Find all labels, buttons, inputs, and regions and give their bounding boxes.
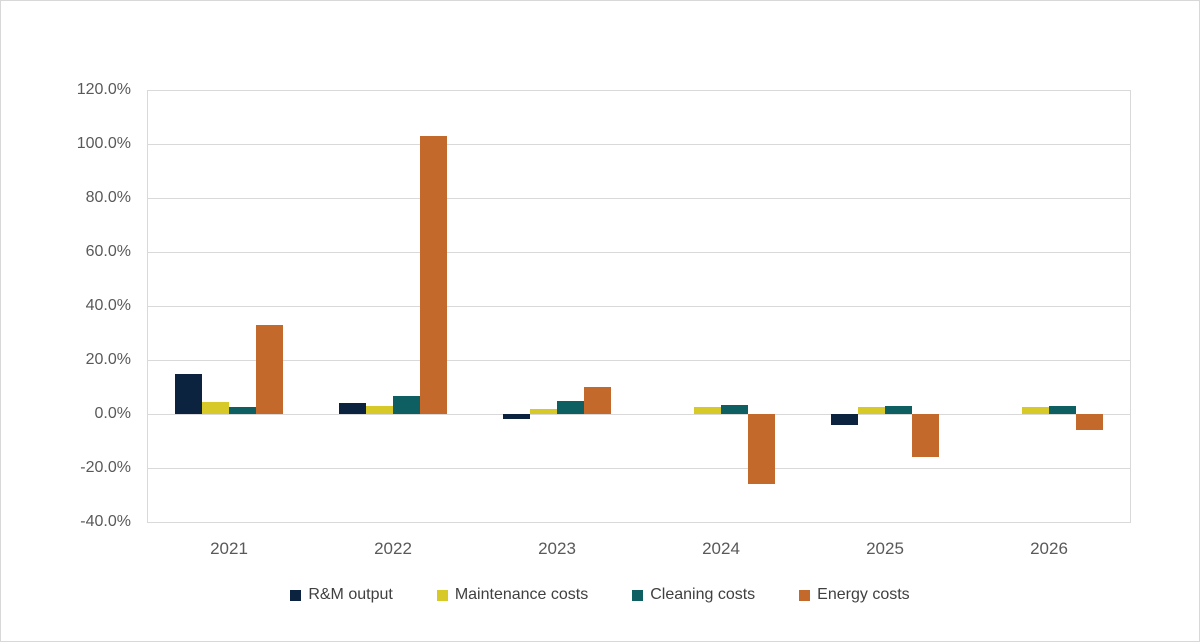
bar-energy-costs-2021: [256, 324, 283, 414]
y-axis: 120.0% 100.0% 80.0% 60.0% 40.0% 20.0% 0.0% -20.…: [1, 81, 131, 530]
gridline-120: [147, 89, 1131, 91]
gridline--20: [147, 467, 1131, 469]
gridline-60: [147, 251, 1131, 253]
bar-maintenance-costs-2023: [530, 408, 557, 414]
plot-area: [147, 89, 1131, 523]
gridline-0: [147, 413, 1131, 415]
bar-maintenance-costs-2024: [694, 407, 721, 414]
legend-label: R&M output: [308, 586, 393, 603]
x-tick-label-2023: 2023: [538, 539, 576, 558]
x-tick-label-2025: 2025: [866, 539, 904, 558]
legend-item-energy-costs: Energy costs: [799, 585, 910, 605]
bar-energy-costs-2022: [420, 135, 447, 414]
bar-cleaning-costs-2024: [721, 404, 748, 414]
bar-energy-costs-2023: [584, 387, 611, 414]
bar-cleaning-costs-2026: [1049, 405, 1076, 414]
y-tick-label-120: 120.0%: [76, 81, 131, 98]
bar-maintenance-costs-2026: [1022, 407, 1049, 414]
legend-swatch-icon: [632, 589, 644, 601]
bar-energy-costs-2026: [1076, 414, 1103, 431]
bar-energy-costs-2025: [912, 414, 939, 458]
gridline-100: [147, 143, 1131, 145]
bar-energy-costs-2024: [748, 414, 775, 485]
y-tick-label--20: -20.0%: [80, 459, 131, 476]
x-tick-label-2024: 2024: [702, 539, 740, 558]
bar-cleaning-costs-2023: [557, 400, 584, 414]
gridline-80: [147, 197, 1131, 199]
x-tick-label-2022: 2022: [374, 539, 412, 558]
bar-r-m-output-2021: [175, 373, 202, 414]
plot-border-right: [1130, 90, 1131, 522]
y-tick-label-20: 20.0%: [85, 351, 131, 368]
legend-label: Cleaning costs: [650, 586, 756, 603]
bar-cleaning-costs-2025: [885, 405, 912, 414]
legend-swatch-icon: [290, 589, 302, 601]
bar-r-m-output-2022: [339, 403, 366, 414]
bar-r-m-output-2023: [503, 414, 530, 420]
gridline-40: [147, 305, 1131, 307]
bar-cleaning-costs-2022: [393, 396, 420, 414]
bar-maintenance-costs-2022: [366, 405, 393, 414]
plot-border-left: [147, 90, 148, 522]
x-axis: 2021 2022 2023 2024 2025 2026: [147, 537, 1131, 561]
legend-item-cleaning-costs: Cleaning costs: [632, 585, 755, 605]
legend-swatch-icon: [799, 589, 811, 601]
legend: R&M output Maintenance costs Cleaning cost…: [1, 585, 1199, 605]
legend-item-maintenance-costs: Maintenance costs: [436, 585, 589, 605]
bar-cleaning-costs-2021: [229, 407, 256, 414]
y-tick-label-0: 0.0%: [94, 405, 131, 422]
y-tick-label-40: 40.0%: [85, 297, 131, 314]
legend-item-r-m-output: R&M output: [290, 585, 393, 605]
y-tick-label-60: 60.0%: [85, 243, 131, 260]
bar-r-m-output-2025: [831, 414, 858, 425]
x-tick-label-2021: 2021: [210, 539, 248, 558]
y-tick-label--40: -40.0%: [80, 513, 131, 530]
legend-label: Maintenance costs: [454, 586, 589, 603]
y-tick-label-80: 80.0%: [85, 189, 131, 206]
legend-swatch-icon: [436, 589, 448, 601]
gridline-20: [147, 359, 1131, 361]
y-tick-label-100: 100.0%: [76, 135, 131, 152]
legend-label: Energy costs: [817, 586, 910, 603]
bar-maintenance-costs-2021: [202, 401, 229, 414]
gridline--40: [147, 521, 1131, 523]
x-tick-label-2026: 2026: [1030, 539, 1068, 558]
bar-maintenance-costs-2025: [858, 407, 885, 414]
